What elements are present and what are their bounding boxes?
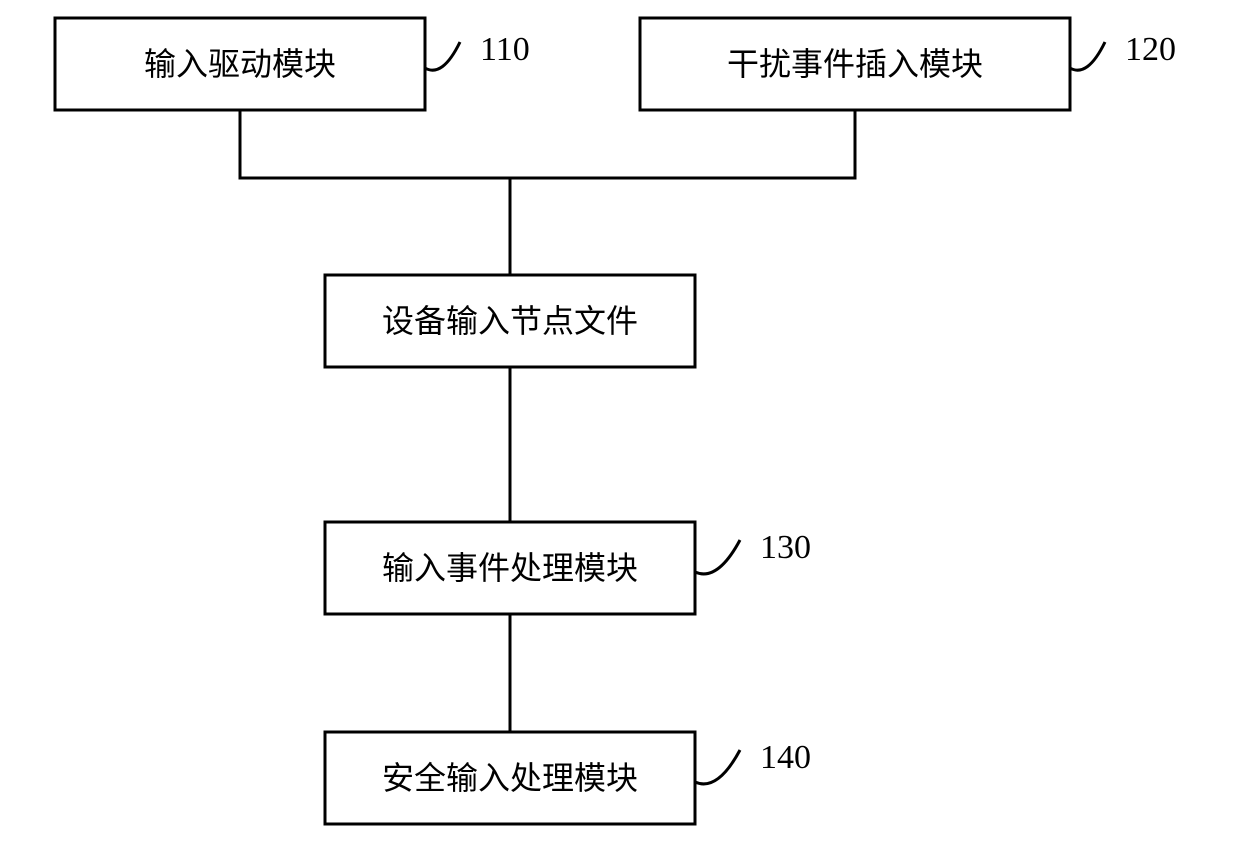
ref-number: 110 (480, 31, 530, 68)
node-label: 输入驱动模块 (144, 46, 336, 82)
node-label: 输入事件处理模块 (382, 550, 638, 586)
flowchart-diagram: 输入驱动模块 110 干扰事件插入模块 120 设备输入节点文件输入事件处理模块 130 安… (0, 0, 1240, 849)
ref-leader (695, 540, 740, 574)
ref-leader (1070, 42, 1105, 70)
ref-leader (425, 42, 460, 70)
node-label: 安全输入处理模块 (382, 760, 638, 796)
node-label: 干扰事件插入模块 (727, 46, 983, 82)
ref-number: 140 (760, 739, 811, 776)
ref-number: 120 (1125, 31, 1176, 68)
connector (510, 110, 855, 275)
ref-leader (695, 750, 740, 784)
ref-number: 130 (760, 529, 811, 566)
node-label: 设备输入节点文件 (382, 303, 638, 339)
connector (240, 110, 510, 275)
